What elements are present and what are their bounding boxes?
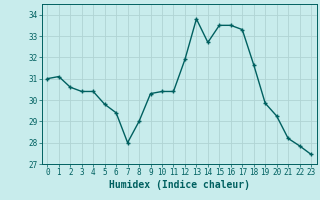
X-axis label: Humidex (Indice chaleur): Humidex (Indice chaleur) [109, 180, 250, 190]
